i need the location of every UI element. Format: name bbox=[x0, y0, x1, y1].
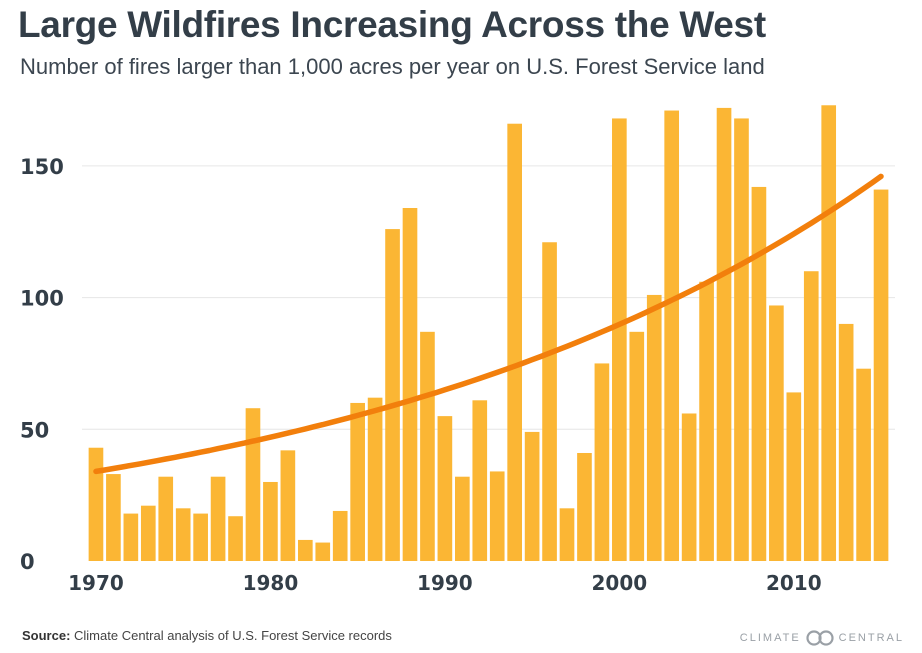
brand-right-text: CENTRAL bbox=[838, 632, 904, 644]
bar-1994 bbox=[507, 123, 522, 562]
bar-2012 bbox=[821, 105, 837, 562]
bar-1978 bbox=[228, 516, 243, 561]
x-tick-label-2000: 2000 bbox=[592, 571, 648, 595]
bar-1972 bbox=[123, 513, 139, 561]
bar-1984 bbox=[332, 510, 348, 561]
bar-1987 bbox=[385, 229, 400, 561]
bar-2005 bbox=[699, 281, 714, 561]
source-text: Climate Central analysis of U.S. Forest … bbox=[70, 628, 392, 643]
bar-1993 bbox=[489, 471, 505, 561]
bar-1991 bbox=[455, 476, 470, 561]
x-tick-label-2010: 2010 bbox=[766, 571, 822, 595]
brand-left-text: CLIMATE bbox=[739, 632, 801, 644]
brand-logo: CLIMATE CENTRAL bbox=[740, 630, 904, 646]
bar-1971 bbox=[106, 474, 121, 561]
x-tick-label-1970: 1970 bbox=[68, 571, 124, 595]
bar-1976 bbox=[193, 513, 208, 561]
bar-1990 bbox=[437, 416, 453, 561]
x-tick-label-1980: 1980 bbox=[243, 571, 299, 595]
bar-1973 bbox=[140, 505, 156, 561]
x-axis-ticks: 1970 1980 1990 2000 2010 bbox=[68, 571, 822, 595]
bar-1974 bbox=[158, 476, 174, 561]
trend-line-group bbox=[93, 173, 884, 475]
bar-1979 bbox=[245, 408, 261, 561]
brand-rings-icon bbox=[806, 630, 834, 646]
bar-2015 bbox=[873, 189, 889, 561]
bar-1975 bbox=[175, 508, 191, 561]
bar-1970 bbox=[88, 447, 104, 561]
bar-1985 bbox=[350, 402, 365, 561]
bar-2004 bbox=[681, 413, 697, 561]
bar-1999 bbox=[594, 363, 610, 561]
x-tick-label-1990: 1990 bbox=[417, 571, 473, 595]
bar-2007 bbox=[734, 118, 749, 561]
trend-line bbox=[93, 173, 884, 475]
bar-1977 bbox=[210, 476, 226, 561]
bar-2001 bbox=[629, 331, 645, 561]
bar-2013 bbox=[838, 323, 854, 561]
y-tick-label-0: 0 bbox=[20, 550, 35, 574]
bar-2008 bbox=[751, 186, 767, 561]
source-note: Source: Climate Central analysis of U.S.… bbox=[22, 628, 392, 643]
y-tick-label-150: 150 bbox=[20, 155, 64, 179]
y-tick-label-100: 100 bbox=[20, 287, 64, 311]
chart-subtitle: Number of fires larger than 1,000 acres … bbox=[20, 54, 765, 79]
bar-1981 bbox=[280, 450, 296, 561]
bar-1980 bbox=[263, 481, 278, 561]
bar-1997 bbox=[559, 508, 575, 561]
bar-1988 bbox=[402, 208, 418, 561]
bar-1989 bbox=[420, 331, 435, 561]
bar-2011 bbox=[803, 271, 819, 561]
source-label: Source: bbox=[22, 628, 71, 643]
bar-1992 bbox=[472, 400, 488, 561]
bar-1995 bbox=[524, 431, 540, 561]
bar-2009 bbox=[769, 305, 784, 561]
bar-1982 bbox=[297, 539, 313, 561]
bar-2000 bbox=[612, 118, 627, 561]
bar-2006 bbox=[716, 107, 732, 561]
y-axis-ticks: 0 50 100 150 bbox=[20, 155, 64, 574]
y-tick-label-50: 50 bbox=[20, 418, 49, 442]
bar-2002 bbox=[646, 294, 662, 561]
bar-2010 bbox=[786, 392, 802, 561]
chart-title: Large Wildfires Increasing Across the We… bbox=[18, 4, 766, 45]
bars bbox=[88, 105, 889, 562]
bar-1996 bbox=[542, 242, 557, 561]
bar-1983 bbox=[315, 542, 331, 561]
bar-1998 bbox=[577, 452, 592, 561]
bar-1986 bbox=[367, 397, 383, 561]
bar-2014 bbox=[856, 368, 871, 561]
bar-2003 bbox=[664, 110, 680, 561]
